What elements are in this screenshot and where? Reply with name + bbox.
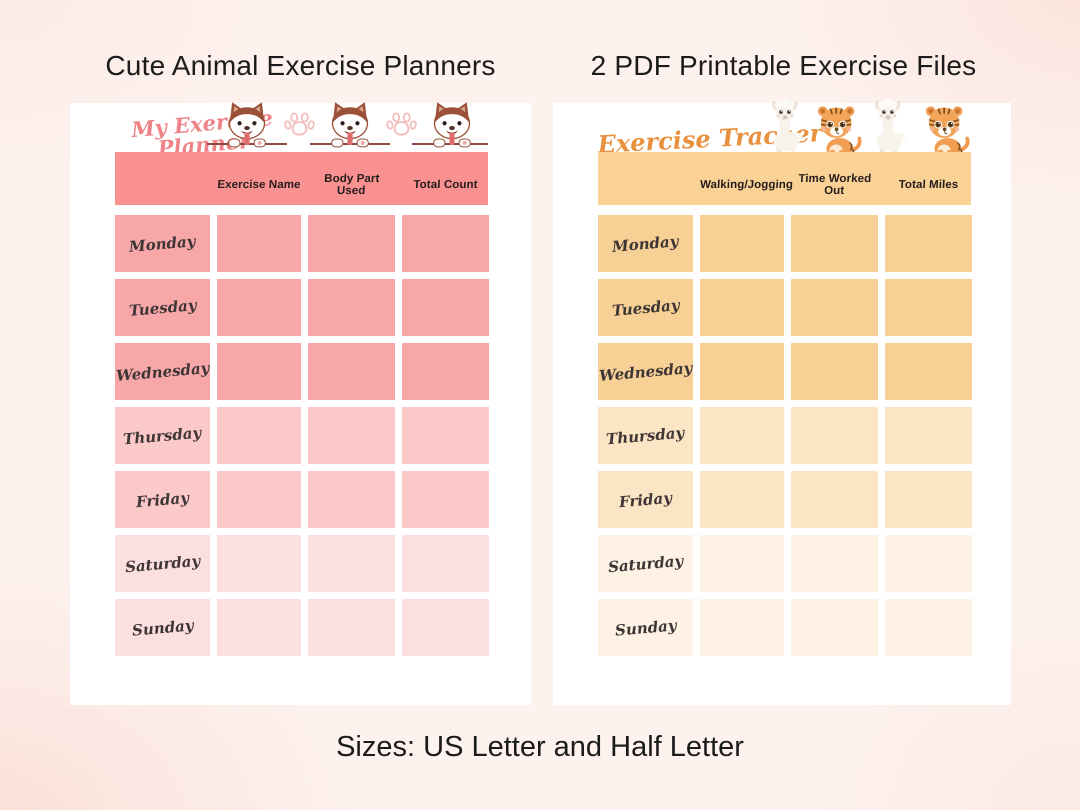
entry-cell <box>885 343 972 400</box>
entry-cell <box>885 407 972 464</box>
entry-cell <box>791 343 878 400</box>
entry-cell <box>402 343 489 400</box>
entry-cell <box>402 407 489 464</box>
column-header: Total Count <box>413 178 478 191</box>
day-label-cell: Friday <box>598 471 693 528</box>
column-header: Body Part Used <box>323 172 380 197</box>
heading-left: Cute Animal Exercise Planners <box>105 50 496 81</box>
entry-cell <box>402 279 489 336</box>
entry-cell <box>885 535 972 592</box>
husky-dog-icon <box>424 98 480 152</box>
entry-cell <box>308 215 395 272</box>
entry-cell <box>217 471 301 528</box>
entry-cell <box>217 599 301 656</box>
entry-cell <box>885 215 972 272</box>
entry-cell <box>308 599 395 656</box>
entry-cell <box>885 279 972 336</box>
paw-print-icon <box>283 110 316 143</box>
entry-cell <box>402 599 489 656</box>
entry-cell <box>791 471 878 528</box>
day-label-cell: Saturday <box>115 535 210 592</box>
entry-cell <box>700 215 784 272</box>
column-header: Time Worked Out <box>798 172 872 197</box>
entry-cell <box>700 407 784 464</box>
entry-cell <box>700 535 784 592</box>
entry-cell <box>308 471 395 528</box>
entry-cell <box>402 535 489 592</box>
entry-cell <box>308 535 395 592</box>
column-header: Exercise Name <box>217 178 301 191</box>
entry-cell <box>402 471 489 528</box>
entry-cell <box>402 215 489 272</box>
day-label: Friday <box>618 488 673 511</box>
entry-cell <box>217 279 301 336</box>
day-label: Thursday <box>605 423 686 448</box>
day-label-cell: Wednesday <box>115 343 210 400</box>
planner-page-pink: My Exercise Planner Exercise Name Body P… <box>70 103 531 705</box>
entry-cell <box>217 343 301 400</box>
day-label: Friday <box>135 488 190 511</box>
day-label-cell: Friday <box>115 471 210 528</box>
llama-icon <box>766 98 810 160</box>
entry-cell <box>217 215 301 272</box>
husky-dog-icon <box>219 98 275 152</box>
entry-cell <box>700 343 784 400</box>
weekly-grid: Monday Tuesday Wednesday Thursday Friday Satu… <box>598 215 972 656</box>
entry-cell <box>700 279 784 336</box>
day-label-cell: Thursday <box>598 407 693 464</box>
day-label-cell: Tuesday <box>115 279 210 336</box>
entry-cell <box>217 535 301 592</box>
day-label: Thursday <box>122 423 203 448</box>
entry-cell <box>700 599 784 656</box>
weekly-grid: Monday Tuesday Wednesday Thursday Friday Satu… <box>115 215 489 656</box>
llama-icon <box>869 98 913 160</box>
day-label-cell: Saturday <box>598 535 693 592</box>
entry-cell <box>308 407 395 464</box>
column-header-band: Walking/Jogging Time Worked Out Total Mi… <box>598 152 971 205</box>
entry-cell <box>700 471 784 528</box>
day-label: Wednesday <box>598 358 693 385</box>
entry-cell <box>308 279 395 336</box>
entry-cell <box>791 279 878 336</box>
day-label: Wednesday <box>115 358 210 385</box>
heading-right: 2 PDF Printable Exercise Files <box>590 50 977 81</box>
column-header: Walking/Jogging <box>699 178 794 191</box>
day-label: Monday <box>128 231 197 256</box>
husky-dog-icon <box>322 98 378 152</box>
entry-cell <box>791 535 878 592</box>
day-label: Tuesday <box>611 295 680 320</box>
planner-page-orange: Exercise Tracker Walking/Jogging Time Wo… <box>553 103 1011 705</box>
entry-cell <box>791 599 878 656</box>
day-label: Tuesday <box>128 295 197 320</box>
day-label: Sunday <box>131 615 194 640</box>
entry-cell <box>885 599 972 656</box>
entry-cell <box>791 215 878 272</box>
day-label-cell: Sunday <box>115 599 210 656</box>
day-label-cell: Monday <box>598 215 693 272</box>
day-label: Monday <box>611 231 680 256</box>
entry-cell <box>791 407 878 464</box>
day-label: Sunday <box>614 615 677 640</box>
day-label-cell: Thursday <box>115 407 210 464</box>
footer-sizes-text: Sizes: US Letter and Half Letter <box>336 731 744 763</box>
entry-cell <box>217 407 301 464</box>
paw-print-icon <box>385 110 418 143</box>
day-label-cell: Monday <box>115 215 210 272</box>
day-label: Saturday <box>124 551 201 576</box>
day-label-cell: Sunday <box>598 599 693 656</box>
day-label-cell: Tuesday <box>598 279 693 336</box>
day-label: Saturday <box>607 551 684 576</box>
entry-cell <box>308 343 395 400</box>
column-header-band: Exercise Name Body Part Used Total Count <box>115 152 488 205</box>
column-header: Total Miles <box>898 178 959 191</box>
entry-cell <box>885 471 972 528</box>
day-label-cell: Wednesday <box>598 343 693 400</box>
